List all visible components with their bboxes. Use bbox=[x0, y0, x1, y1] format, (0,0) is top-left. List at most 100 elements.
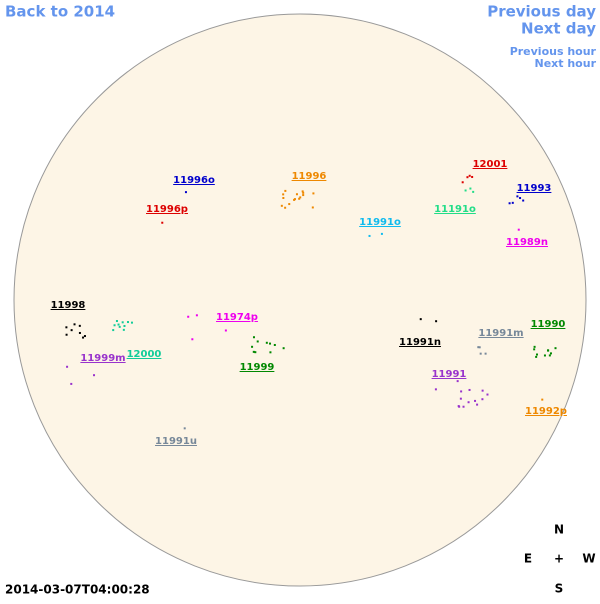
sunspot bbox=[474, 399, 477, 402]
sunspot bbox=[295, 193, 298, 196]
region-label[interactable]: 11991 bbox=[432, 369, 467, 380]
sunspot bbox=[191, 338, 194, 341]
sunspot bbox=[130, 321, 133, 324]
sunspot bbox=[161, 221, 164, 224]
next-day-link[interactable]: Next day bbox=[521, 20, 596, 38]
sunspot bbox=[549, 352, 552, 355]
sunspot bbox=[461, 181, 464, 184]
previous-hour-link[interactable]: Previous hour bbox=[510, 45, 597, 58]
sunspot bbox=[284, 206, 287, 209]
region-label[interactable]: 11998 bbox=[51, 300, 86, 311]
sunspot bbox=[123, 324, 126, 327]
sunspot bbox=[282, 196, 285, 199]
sunspot bbox=[302, 194, 305, 197]
region-label[interactable]: 11990 bbox=[531, 319, 566, 330]
sunspot bbox=[456, 380, 459, 383]
timestamp: 2014-03-07T04:00:28 bbox=[5, 583, 150, 597]
region-label[interactable]: 11996o bbox=[173, 175, 215, 186]
sunspot bbox=[251, 345, 254, 348]
sunspot bbox=[115, 320, 118, 323]
sunspot bbox=[273, 343, 276, 346]
sunspot bbox=[467, 401, 470, 404]
sunspot bbox=[536, 353, 539, 356]
sunspot bbox=[112, 329, 115, 332]
sunspot bbox=[113, 324, 116, 327]
region-label[interactable]: 12000 bbox=[127, 349, 162, 360]
sunspot bbox=[184, 191, 187, 194]
region-label[interactable]: 11191o bbox=[434, 204, 476, 215]
sunspot bbox=[121, 321, 124, 324]
region-label[interactable]: 11999m bbox=[80, 353, 125, 364]
region-label[interactable]: 11991n bbox=[399, 337, 441, 348]
region-label[interactable]: 11996 bbox=[292, 171, 327, 182]
region-label[interactable]: 11991u bbox=[155, 436, 197, 447]
sunspot bbox=[265, 341, 268, 344]
sunspot bbox=[126, 321, 129, 324]
sunspot bbox=[479, 352, 482, 355]
sunspot bbox=[419, 318, 422, 321]
region-label[interactable]: 11991o bbox=[359, 217, 401, 228]
region-label[interactable]: 12001 bbox=[473, 159, 508, 170]
region-label[interactable]: 11974p bbox=[216, 312, 258, 323]
sunspot bbox=[516, 195, 519, 198]
region-label[interactable]: 11991m bbox=[478, 328, 523, 339]
sunspot bbox=[481, 398, 484, 401]
region-label[interactable]: 11989n bbox=[506, 237, 548, 248]
sunspot bbox=[73, 323, 76, 326]
sunspot bbox=[288, 203, 291, 206]
sunspot bbox=[252, 336, 255, 339]
sunspot bbox=[183, 427, 186, 430]
sunspot bbox=[269, 342, 272, 345]
sunspot bbox=[284, 189, 287, 192]
sunspot bbox=[282, 347, 285, 350]
sunspot bbox=[547, 349, 550, 352]
sunspot bbox=[522, 199, 525, 202]
sunspot bbox=[83, 335, 86, 338]
sunspot bbox=[368, 234, 371, 237]
sunspot bbox=[65, 333, 68, 336]
sunspot bbox=[252, 350, 255, 353]
region-label[interactable]: 11996p bbox=[146, 204, 188, 215]
sunspot bbox=[195, 314, 198, 317]
sunspot bbox=[256, 340, 259, 343]
back-link[interactable]: Back to 2014 bbox=[5, 3, 115, 21]
sunspot bbox=[269, 351, 272, 354]
sunspot bbox=[65, 326, 68, 329]
sunspot bbox=[471, 175, 474, 178]
sunspot bbox=[543, 354, 546, 357]
sunspot bbox=[93, 374, 96, 377]
sunspot bbox=[302, 191, 305, 194]
sunspot bbox=[481, 389, 484, 392]
solar-disk bbox=[13, 13, 587, 587]
sunspot bbox=[70, 382, 73, 385]
sunspot bbox=[548, 354, 551, 357]
sunspot bbox=[554, 347, 557, 350]
sunspot bbox=[118, 325, 121, 328]
sunspot bbox=[508, 202, 511, 205]
region-label[interactable]: 11993 bbox=[517, 183, 552, 194]
sunspot bbox=[187, 315, 190, 318]
sunspot bbox=[459, 397, 462, 400]
sunspot bbox=[293, 198, 296, 201]
sunspot bbox=[117, 323, 120, 326]
next-hour-link[interactable]: Next hour bbox=[535, 57, 597, 70]
sunspot bbox=[435, 320, 438, 323]
sunspot bbox=[458, 405, 461, 408]
sunspot bbox=[254, 351, 257, 354]
sunspot bbox=[533, 348, 536, 351]
previous-day-link[interactable]: Previous day bbox=[487, 3, 596, 21]
region-label[interactable]: 11999 bbox=[240, 362, 275, 373]
sunspot bbox=[478, 346, 481, 349]
compass-center: + bbox=[554, 552, 564, 566]
sunspot bbox=[299, 196, 302, 199]
sunspot bbox=[280, 204, 283, 207]
compass-west: W bbox=[582, 552, 595, 566]
region-label[interactable]: 11992p bbox=[525, 406, 567, 417]
sunspot bbox=[468, 388, 471, 391]
sunspot bbox=[541, 398, 544, 401]
sunspot bbox=[78, 331, 81, 334]
compass-north: N bbox=[554, 523, 564, 537]
sunspot bbox=[282, 193, 285, 196]
sunspot bbox=[533, 345, 536, 348]
